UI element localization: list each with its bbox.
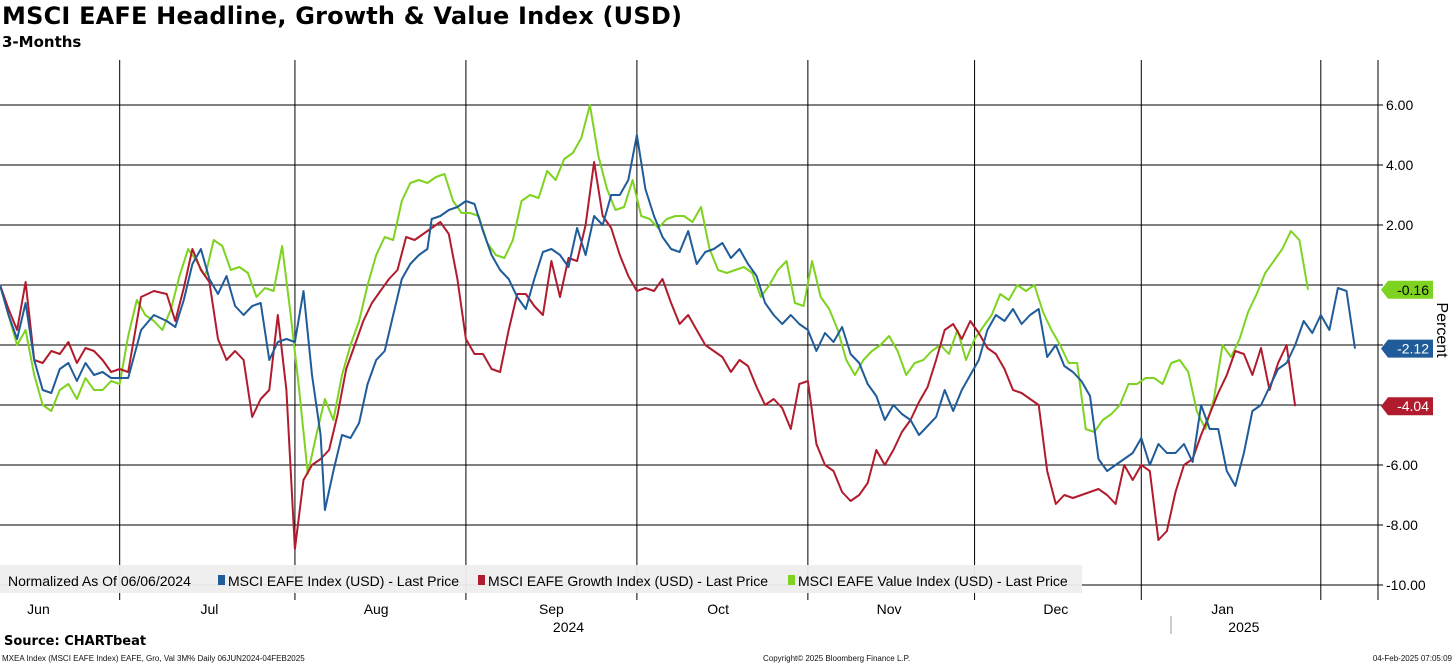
last-value-tag-value [1381,280,1433,299]
x-tick-label: Oct [707,601,729,617]
legend-note: Normalized As Of 06/06/2024 [8,573,191,589]
legend-label-headline: MSCI EAFE Index (USD) - Last Price [228,573,459,589]
last-value-tag-headline [1381,339,1433,358]
copyright-note: Copyright© 2025 Bloomberg Finance L.P. [763,654,911,663]
year-label: 2024 [553,619,584,635]
year-label: 2025 [1228,619,1259,635]
source-note: Source: CHARTbeat [4,634,147,649]
last-value-label-value: -0.16 [1397,282,1429,298]
last-value-tag-growth [1381,397,1433,416]
series-line-growth [0,161,1297,550]
y-axis-title: Percent [1433,302,1450,358]
series-line-headline [0,134,1356,511]
y-tick-label: 2.00 [1386,217,1413,233]
chart-subtitle: 3-Months [2,33,82,51]
legend-box [0,565,1082,593]
x-tick-label: Dec [1043,601,1068,617]
y-tick-label: -8.00 [1386,517,1418,533]
legend-swatch-headline [218,575,225,585]
chart-title: MSCI EAFE Headline, Growth & Value Index… [2,2,683,30]
legend-label-growth: MSCI EAFE Growth Index (USD) - Last Pric… [488,573,768,589]
y-tick-label: 4.00 [1386,157,1413,173]
timestamp: 04-Feb-2025 07:05:09 [1372,654,1452,663]
legend-label-value: MSCI EAFE Value Index (USD) - Last Price [798,573,1068,589]
x-tick-label: Jul [200,601,218,617]
x-tick-label: Aug [364,601,389,617]
last-value-label-headline: -2.12 [1397,341,1429,357]
legend-swatch-value [788,575,795,585]
y-tick-label: -10.00 [1386,577,1426,593]
y-tick-label: 6.00 [1386,97,1413,113]
y-tick-label: -6.00 [1386,457,1418,473]
legend-swatch-growth [478,575,485,585]
x-tick-label: Sep [539,601,564,617]
x-tick-label: Jun [27,601,50,617]
x-tick-label: Jan [1211,601,1234,617]
last-value-label-growth: -4.04 [1397,398,1429,414]
x-tick-label: Nov [877,601,902,617]
security-description: MXEA Index (MSCI EAFE Index) EAFE, Gro, … [2,654,305,663]
series-line-value [0,104,1309,475]
